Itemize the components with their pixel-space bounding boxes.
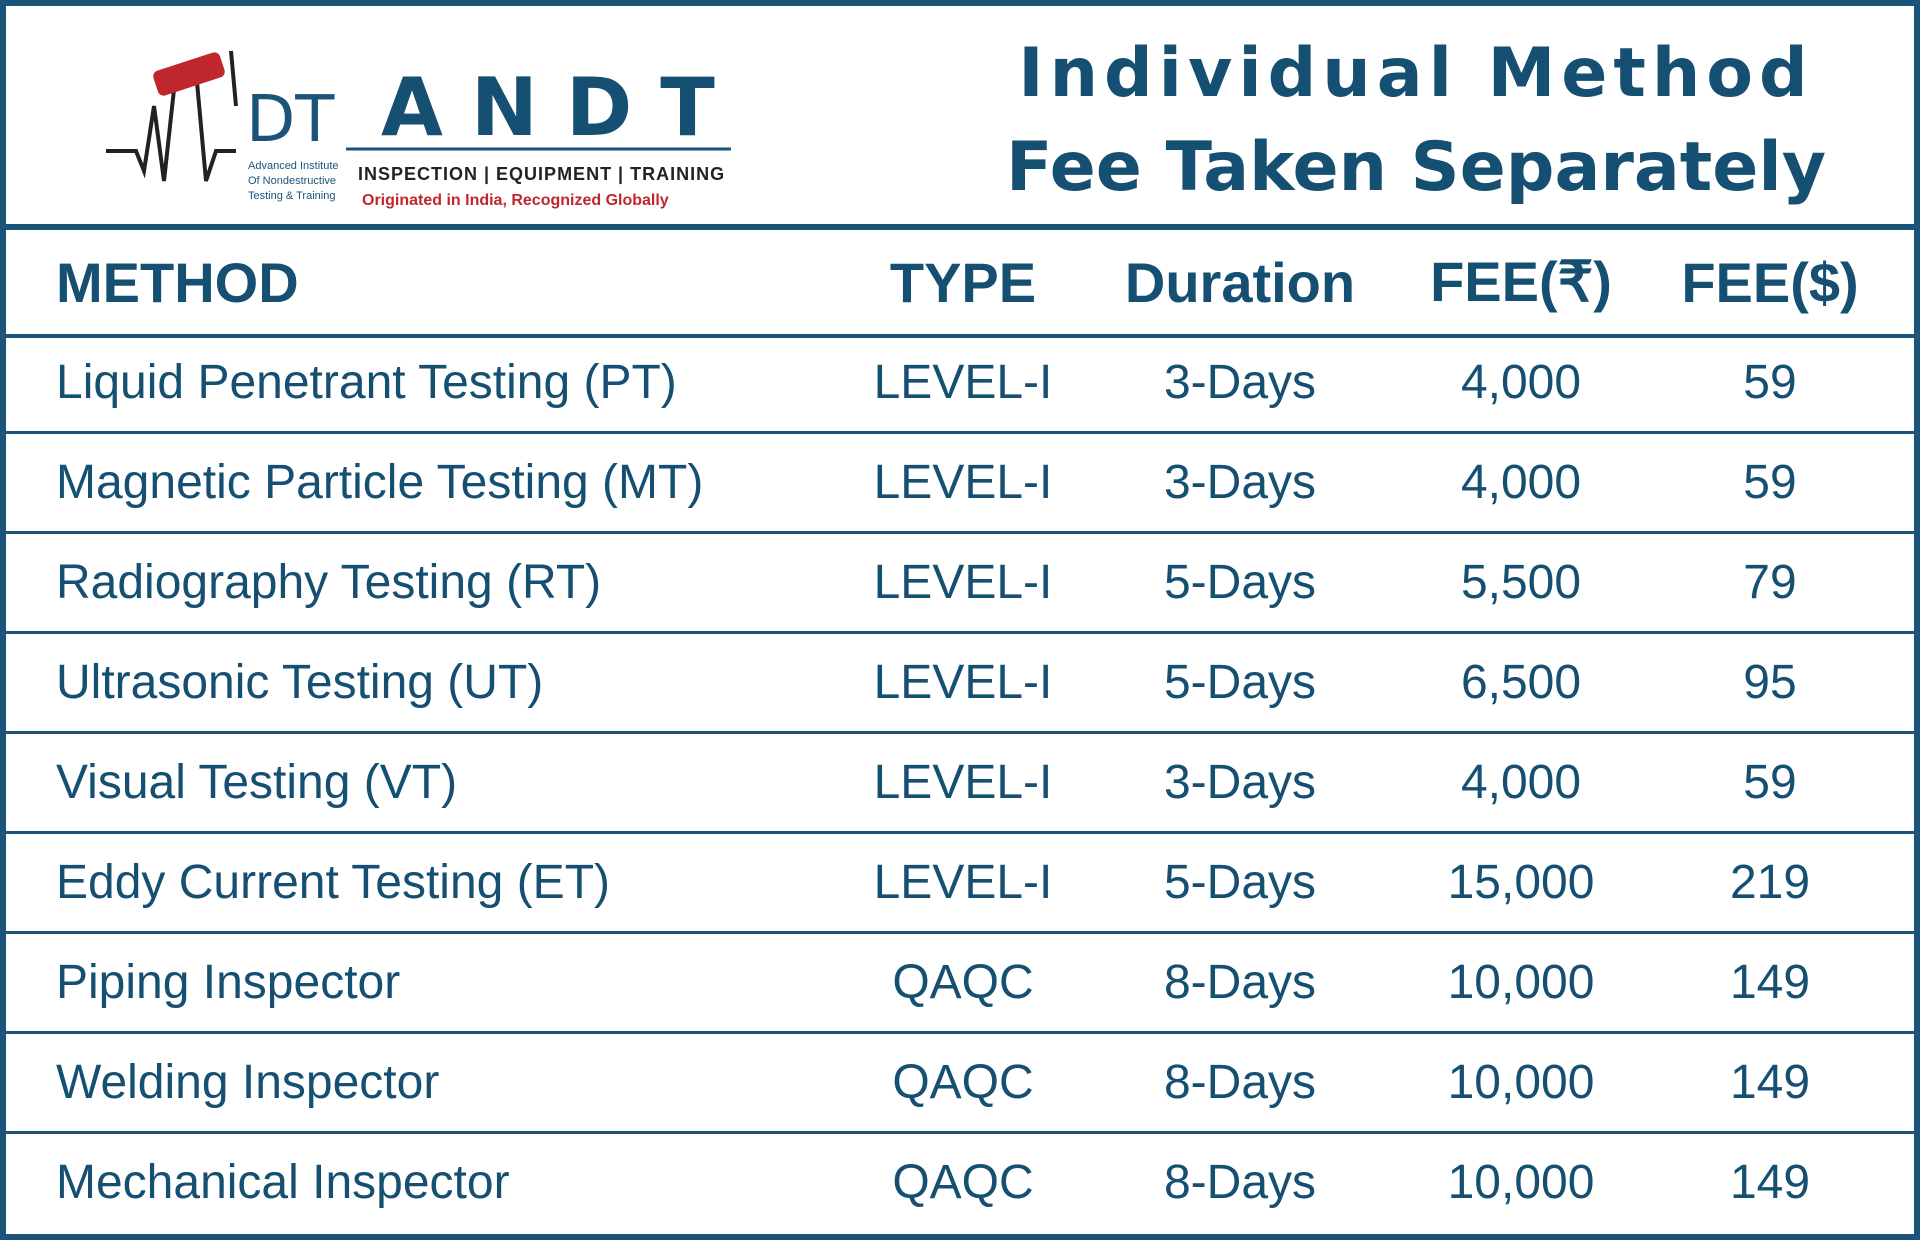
table-cell: 3-Days — [1163, 456, 1317, 509]
title: Individual Method — [1018, 34, 1814, 113]
table-cell: 5-Days — [1163, 656, 1317, 709]
table-cell: Magnetic Particle Testing (MT) — [56, 456, 704, 509]
table-cell: Visual Testing (VT) — [56, 756, 458, 809]
table-cell: 149 — [1729, 1156, 1811, 1209]
table-cell: 10,000 — [1447, 1056, 1595, 1109]
table-cell: Piping Inspector — [56, 956, 401, 1009]
table-cell: 15,000 — [1447, 856, 1595, 909]
table-cell: 5,500 — [1460, 556, 1582, 609]
table-cell: LEVEL-I — [873, 356, 1053, 409]
table-cell: 59 — [1743, 456, 1797, 509]
logo: DT ANDT INSPECTION | EQUIPMENT | TRAININ… — [106, 50, 736, 209]
table-cell: Eddy Current Testing (ET) — [56, 856, 610, 909]
table-row: Piping Inspector QAQC 8-Days 10,000 149 — [6, 934, 1914, 1034]
table-cell: Mechanical Inspector — [56, 1156, 510, 1209]
table-cell: 3-Days — [1163, 756, 1317, 809]
logo-cylinder — [153, 52, 225, 96]
table-cell: 10,000 — [1447, 956, 1595, 1009]
header-cell: FEE($) — [1681, 250, 1859, 314]
table-cell: QAQC — [892, 1056, 1034, 1109]
table-cell: QAQC — [892, 1156, 1034, 1209]
logo-pulse — [106, 69, 236, 182]
table-cell: LEVEL-I — [873, 556, 1053, 609]
logo-institute: Of Nondestructive — [248, 175, 336, 187]
title: Fee Taken Separately — [1005, 128, 1827, 207]
logo-brand: ANDT — [381, 61, 736, 154]
table-cell: 8-Days — [1163, 1156, 1317, 1209]
logo-tagline: INSPECTION | EQUIPMENT | TRAINING — [358, 164, 725, 184]
table-cell: 5-Days — [1163, 856, 1317, 909]
table-cell: 95 — [1743, 656, 1797, 709]
table-row: Radiography Testing (RT) LEVEL-I 5-Days 5,5… — [6, 534, 1914, 634]
header-cell: TYPE — [889, 250, 1037, 314]
logo-motto: Originated in India, Recognized Globally — [362, 192, 669, 209]
table-cell: Welding Inspector — [56, 1056, 440, 1109]
table-cell: 149 — [1729, 956, 1811, 1009]
table-cell: Ultrasonic Testing (UT) — [56, 656, 544, 709]
table-cell: 79 — [1743, 556, 1797, 609]
header-cell: FEE(₹) — [1430, 250, 1612, 313]
table-row: Eddy Current Testing (ET) LEVEL-I 5-Days 15… — [6, 834, 1914, 934]
table-cell: 10,000 — [1447, 1156, 1595, 1209]
table-cell: 59 — [1743, 356, 1797, 409]
table-cell: LEVEL-I — [873, 756, 1053, 809]
table-cell: LEVEL-I — [873, 856, 1053, 909]
table-cell: 219 — [1729, 856, 1811, 909]
header-cell: METHOD — [56, 250, 299, 314]
table-cell: QAQC — [892, 956, 1034, 1009]
table-cell: Liquid Penetrant Testing (PT) — [56, 356, 677, 409]
table-row: Mechanical Inspector QAQC 8-Days 10,000 149 — [6, 1134, 1914, 1231]
logo-institute: Testing & Training — [248, 190, 335, 202]
table-row: Ultrasonic Testing (UT) LEVEL-I 5-Days 6,50… — [6, 634, 1914, 734]
table-cell: 149 — [1729, 1056, 1811, 1109]
table-row: Liquid Penetrant Testing (PT) LEVEL-I 3-Da… — [6, 334, 1914, 434]
table-cell: 5-Days — [1163, 556, 1317, 609]
table-cell: 4,000 — [1460, 456, 1582, 509]
table-cell: 59 — [1743, 756, 1797, 809]
table-row: Welding Inspector QAQC 8-Days 10,000 149 — [6, 1034, 1914, 1134]
table-cell: 4,000 — [1460, 756, 1582, 809]
logo-glyph: DT — [246, 83, 335, 157]
table-cell: 8-Days — [1163, 956, 1317, 1009]
table-cell: 8-Days — [1163, 1056, 1317, 1109]
table-row: Magnetic Particle Testing (MT) LEVEL-I 3-D… — [6, 434, 1914, 534]
table-row: Visual Testing (VT) LEVEL-I 3-Days 4,000 59 — [6, 734, 1914, 834]
table-cell: LEVEL-I — [873, 656, 1053, 709]
table-body: Liquid Penetrant Testing (PT) LEVEL-I 3-Da… — [6, 334, 1914, 1234]
logo-institute: Advanced Institute — [248, 160, 339, 172]
table-cell: 3-Days — [1163, 356, 1317, 409]
table-cell: Radiography Testing (RT) — [56, 556, 602, 609]
table-cell: 4,000 — [1460, 356, 1582, 409]
table-header: METHOD TYPE Duration FEE(₹) FEE($) — [6, 224, 1914, 338]
table-cell: LEVEL-I — [873, 456, 1053, 509]
logo-stroke — [229, 50, 238, 107]
header-cell: Duration — [1124, 250, 1356, 314]
table-cell: 6,500 — [1460, 656, 1582, 709]
